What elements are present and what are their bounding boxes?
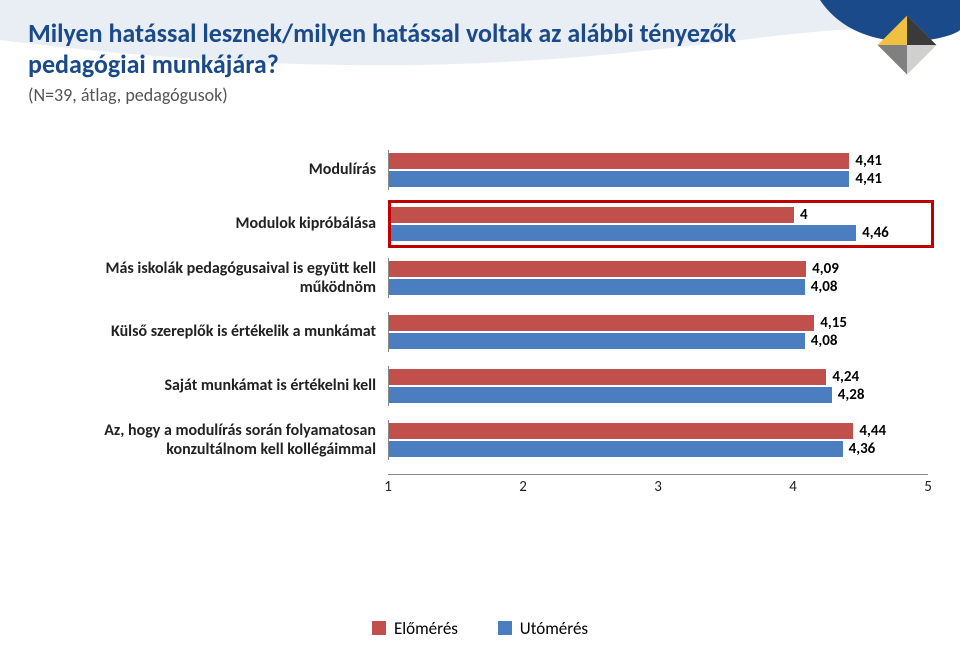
bar-pre-wrap: 4,09 [389, 261, 928, 277]
x-axis [388, 474, 928, 475]
bar-pre-wrap: 4,44 [389, 423, 928, 439]
bar-post: 4,41 [389, 171, 849, 187]
bar-pre-wrap: 4 [389, 207, 928, 223]
chart-row: Más iskolák pedagógusaival is együtt kel… [28, 258, 932, 298]
bar-label: Modulok kipróbálása [28, 214, 388, 233]
chart-row: Saját munkámat is értékelni kell4,244,28 [28, 366, 932, 406]
bar-pre-value: 4,15 [820, 314, 847, 332]
bar-pre-value: 4,09 [812, 260, 839, 278]
bar-post-value: 4,08 [811, 332, 838, 350]
chart-row: Modulok kipróbálása44,46 [28, 204, 932, 244]
bar-label: Más iskolák pedagógusaival is együtt kel… [28, 259, 388, 297]
x-ticks: 12345 [388, 476, 928, 500]
bar-group: 44,46 [388, 204, 928, 244]
x-tick: 5 [924, 478, 932, 496]
bar-pre-wrap: 4,24 [389, 369, 928, 385]
bar-post-wrap: 4,46 [389, 225, 928, 241]
bar-pre: 4 [389, 207, 794, 223]
bar-label: Az, hogy a modulírás során folyamatosan … [28, 421, 388, 459]
legend-item-pre: Előmérés [372, 618, 458, 639]
bar-group: 4,244,28 [388, 366, 928, 406]
chart-row: Modulírás4,414,41 [28, 150, 932, 190]
bar-group: 4,094,08 [388, 258, 928, 298]
bar-pre: 4,09 [389, 261, 806, 277]
bar-post-value: 4,46 [862, 224, 889, 242]
page: Milyen hatással lesznek/milyen hatással … [0, 0, 960, 646]
x-tick: 3 [654, 478, 662, 496]
legend-label-post: Utómérés [520, 618, 588, 639]
x-tick: 4 [789, 478, 797, 496]
bar-group: 4,154,08 [388, 312, 928, 352]
logo-icon [872, 10, 942, 80]
bar-label: Modulírás [28, 160, 388, 179]
bar-pre: 4,44 [389, 423, 853, 439]
bar-pre-value: 4,44 [859, 422, 886, 440]
legend-label-pre: Előmérés [394, 618, 458, 639]
bar-post-wrap: 4,41 [389, 171, 928, 187]
bar-post: 4,08 [389, 279, 805, 295]
bar-pre: 4,15 [389, 315, 814, 331]
bar-pre: 4,24 [389, 369, 826, 385]
bar-post-wrap: 4,08 [389, 279, 928, 295]
bar-pre-value: 4,41 [855, 152, 882, 170]
bar-pre-wrap: 4,15 [389, 315, 928, 331]
bar-pre: 4,41 [389, 153, 849, 169]
legend: Előmérés Utómérés [0, 618, 960, 641]
bar-group: 4,444,36 [388, 420, 928, 460]
legend-item-post: Utómérés [498, 618, 588, 639]
bar-pre-value: 4,24 [832, 368, 859, 386]
bar-chart: Modulírás4,414,41Modulok kipróbálása44,4… [28, 150, 932, 580]
bar-post-value: 4,08 [811, 278, 838, 296]
bar-post-wrap: 4,08 [389, 333, 928, 349]
chart-row: Külső szereplők is értékelik a munkámat4… [28, 312, 932, 352]
bar-post-value: 4,28 [838, 386, 865, 404]
bar-post: 4,46 [389, 225, 856, 241]
bar-pre-value: 4 [800, 206, 808, 224]
bar-post-value: 4,36 [849, 440, 876, 458]
bar-label: Külső szereplők is értékelik a munkámat [28, 322, 388, 341]
header: Milyen hatással lesznek/milyen hatással … [0, 0, 960, 124]
swatch-post [498, 621, 512, 635]
page-title: Milyen hatással lesznek/milyen hatással … [28, 18, 808, 80]
bar-post-wrap: 4,36 [389, 441, 928, 457]
x-tick: 2 [519, 478, 527, 496]
bar-post: 4,08 [389, 333, 805, 349]
bar-pre-wrap: 4,41 [389, 153, 928, 169]
swatch-pre [372, 621, 386, 635]
bar-label: Saját munkámat is értékelni kell [28, 376, 388, 395]
bar-post-wrap: 4,28 [389, 387, 928, 403]
bar-post: 4,28 [389, 387, 832, 403]
bar-post-value: 4,41 [855, 170, 882, 188]
chart-row: Az, hogy a modulírás során folyamatosan … [28, 420, 932, 460]
page-subtitle: (N=39, átlag, pedagógusok) [28, 84, 840, 106]
x-tick: 1 [384, 478, 392, 496]
bar-post: 4,36 [389, 441, 843, 457]
bar-group: 4,414,41 [388, 150, 928, 190]
